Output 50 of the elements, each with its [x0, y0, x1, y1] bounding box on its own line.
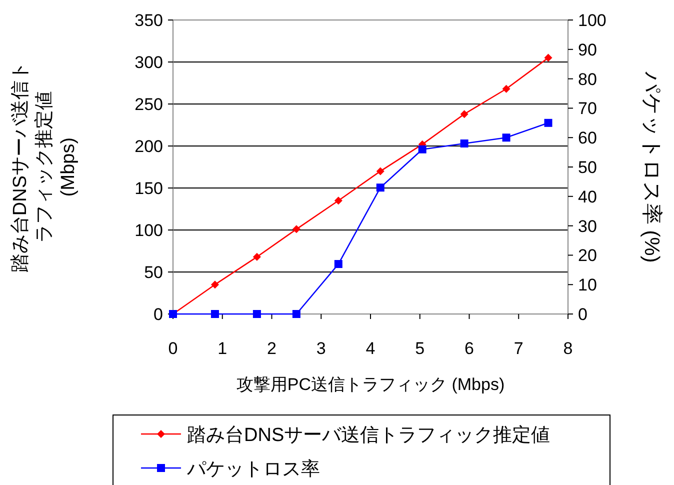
y2-tick-label: 40 — [578, 187, 597, 206]
y2-tick-label: 70 — [578, 99, 597, 118]
x-axis-title: 攻撃用PC送信トラフィック (Mbps) — [236, 375, 505, 394]
y-tick-label: 250 — [134, 95, 163, 114]
point — [544, 118, 552, 127]
x-tick-label: 1 — [218, 339, 228, 358]
point — [252, 310, 261, 318]
x-tick-label: 4 — [366, 339, 376, 358]
y-tick-label: 50 — [144, 263, 163, 282]
legend-label: 踏み台DNSサーバ送信トラフィック推定値 — [187, 424, 550, 446]
x-tick-label: 5 — [415, 339, 425, 358]
point — [376, 184, 384, 192]
point — [210, 310, 219, 318]
y2-axis-title: パケットロス率 (%) — [640, 70, 663, 263]
point — [460, 110, 468, 118]
x-tick-label: 8 — [563, 339, 573, 358]
y2-tick-label: 90 — [578, 40, 597, 60]
point — [252, 252, 261, 261]
point — [292, 310, 300, 318]
x-tick-label: 6 — [464, 339, 474, 358]
x-tick-label: 3 — [316, 339, 326, 358]
legend-label: パケットロス率 — [186, 458, 320, 480]
y-tick-label: 100 — [134, 221, 163, 240]
y2-tick-label: 30 — [578, 216, 597, 236]
y-axis-title: 踏み台DNSサーバ送信トラフィック推定値 (Mbps) — [10, 61, 79, 273]
x-tick-label: 7 — [514, 339, 524, 358]
y2-tick-label: 60 — [578, 128, 597, 148]
y2-tick-label: 0 — [578, 305, 588, 324]
y2-tick-label: 50 — [578, 158, 597, 177]
y2-tick-label: 20 — [578, 246, 597, 266]
y2-tick-label: 100 — [578, 11, 606, 30]
point — [544, 54, 552, 62]
y2-tick-label: 80 — [578, 70, 597, 89]
point — [502, 134, 510, 142]
point — [334, 196, 342, 205]
y-tick-label: 150 — [134, 179, 163, 198]
y-tick-label: 0 — [154, 305, 163, 324]
y2-tick-label: 10 — [578, 276, 597, 295]
point — [334, 260, 342, 268]
point — [210, 280, 219, 289]
point — [292, 225, 300, 234]
x-tick-label: 2 — [267, 339, 276, 358]
x-tick-label: 0 — [168, 339, 178, 358]
y-tick-label: 300 — [134, 53, 163, 72]
point — [376, 167, 384, 176]
point — [418, 145, 426, 154]
y-tick-label: 350 — [134, 11, 163, 30]
y-tick-label: 200 — [134, 137, 163, 156]
point — [502, 84, 510, 93]
point — [460, 139, 468, 148]
